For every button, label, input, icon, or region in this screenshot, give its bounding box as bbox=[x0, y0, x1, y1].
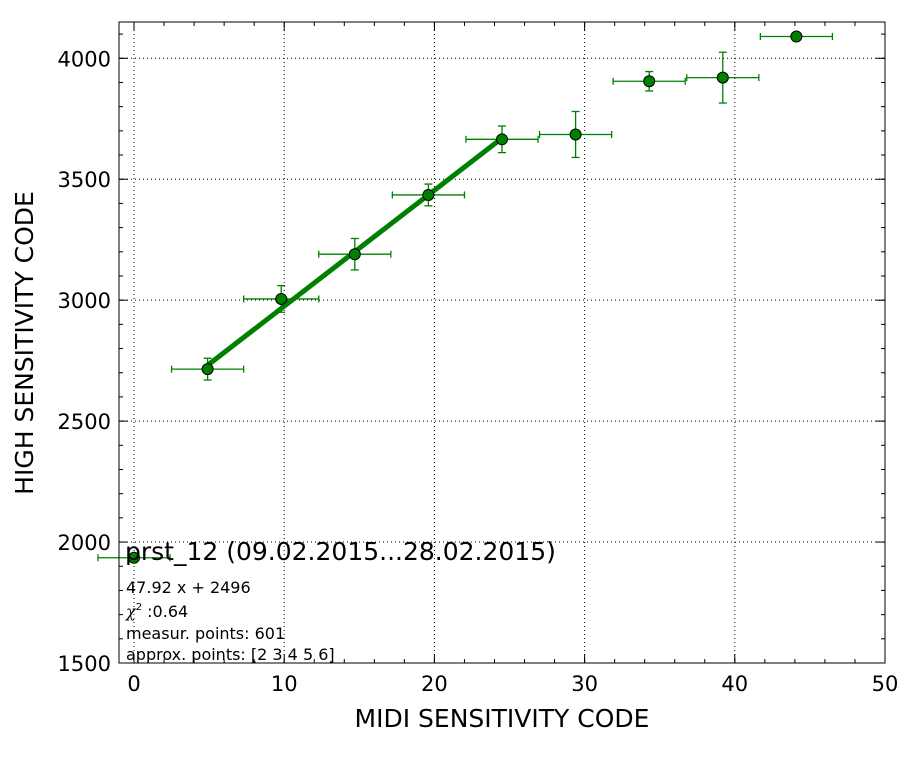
annotation-title: prst_12 (09.02.2015...28.02.2015) bbox=[125, 537, 556, 566]
data-point bbox=[569, 128, 582, 141]
data-point bbox=[422, 188, 435, 201]
annotation-approx-points: approx. points: [2 3 4 5 6] bbox=[126, 645, 335, 664]
x-tick-label: 50 bbox=[872, 672, 899, 696]
y-tick-labels: 1500 2000 2500 3000 3500 4000 bbox=[58, 47, 111, 676]
x-tick-label: 10 bbox=[271, 672, 298, 696]
plot-frame bbox=[118, 21, 886, 664]
x-tick-label: 40 bbox=[721, 672, 748, 696]
data-markers bbox=[128, 30, 803, 564]
y-tick-label: 3500 bbox=[58, 168, 111, 192]
annotation-measur-points: measur. points: 601 bbox=[126, 624, 285, 643]
data-point bbox=[716, 71, 729, 84]
annotation-chi2: χ2 :0.64 bbox=[125, 602, 188, 621]
chi2-value: :0.64 bbox=[142, 602, 188, 621]
x-axis-label: MIDI SENSITIVITY CODE bbox=[355, 704, 650, 733]
y-tick-label: 2500 bbox=[58, 410, 111, 434]
data-point bbox=[201, 363, 214, 376]
data-point bbox=[128, 551, 141, 564]
data-point bbox=[643, 75, 656, 88]
x-tick-label: 20 bbox=[421, 672, 448, 696]
data-point bbox=[275, 292, 288, 305]
annotation-equation: 47.92 x + 2496 bbox=[126, 578, 251, 597]
data-point bbox=[496, 133, 508, 146]
chi2-symbol: χ bbox=[125, 602, 137, 621]
y-tick-label: 4000 bbox=[58, 47, 111, 71]
x-tick-label: 30 bbox=[571, 672, 598, 696]
grid-lines bbox=[119, 22, 885, 663]
y-tick-label: 3000 bbox=[58, 289, 111, 313]
data-point bbox=[790, 30, 803, 43]
x-tick-label: 0 bbox=[127, 672, 140, 696]
y-axis-label: HIGH SENSITIVITY CODE bbox=[10, 191, 39, 495]
annotation-block: prst_12 (09.02.2015...28.02.2015) 47.92 … bbox=[125, 537, 556, 664]
chi2-superscript: 2 bbox=[136, 602, 142, 613]
y-tick-label: 2000 bbox=[58, 531, 111, 555]
x-tick-labels: 0 10 20 30 40 50 bbox=[127, 672, 898, 696]
y-tick-label: 1500 bbox=[58, 652, 111, 676]
data-point bbox=[348, 248, 361, 261]
